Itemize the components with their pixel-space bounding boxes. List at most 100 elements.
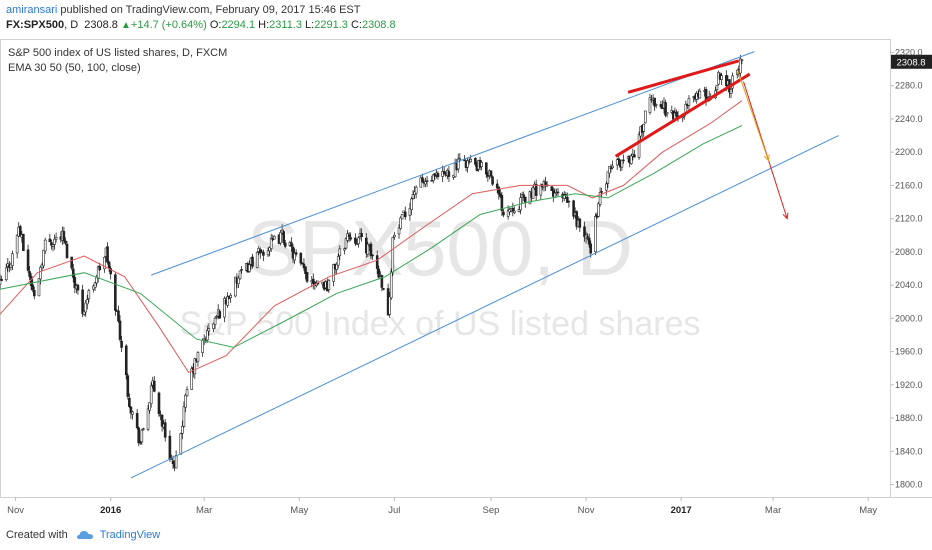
candle-body [181, 425, 184, 434]
candle-body [377, 268, 381, 278]
candle-body [566, 196, 569, 203]
y-tick-label: 2240.0 [895, 114, 923, 124]
candle-body [0, 278, 3, 281]
candle-body [148, 402, 151, 411]
candle-body [572, 200, 575, 217]
candle-body [343, 248, 346, 251]
candle-body [50, 242, 53, 246]
candle-body [42, 249, 45, 267]
candle-body [81, 289, 84, 314]
created-with: Created with [6, 529, 68, 541]
candle-body [218, 311, 222, 319]
candle-body [605, 183, 608, 191]
publish-text: published on TradingView.com, February 0… [60, 4, 361, 16]
arrow-orange-head [763, 154, 770, 162]
indicator-legend[interactable]: EMA 30 50 (50, 100, close) [8, 62, 141, 74]
candle-body [283, 242, 287, 247]
candle-body [720, 75, 723, 80]
candle-body [174, 455, 178, 469]
candle-body [196, 352, 200, 362]
candle-body [106, 246, 109, 263]
candle-body [335, 264, 338, 270]
candle-body [93, 282, 97, 288]
candle-body [311, 278, 315, 284]
candle-body [120, 340, 123, 348]
candle-body [338, 248, 342, 256]
arrow-orange[interactable] [736, 68, 769, 161]
y-tick-label: 1880.0 [895, 413, 923, 423]
ema-slow-line [0, 125, 743, 348]
candle-body [171, 460, 175, 464]
candle-body [39, 266, 42, 280]
time-axis[interactable]: Nov 2016 Mar May Jul Sep Nov 2017 Mar May [0, 497, 932, 516]
candle-body [355, 243, 359, 245]
candle-body [550, 186, 554, 191]
candle-body [223, 298, 226, 318]
candle-body [731, 75, 734, 89]
channel-lower-line[interactable] [130, 135, 839, 479]
candle-body [238, 270, 242, 280]
y-tick-label: 2120.0 [895, 214, 923, 224]
candle-body [157, 392, 161, 415]
x-tick-label: Nov [7, 505, 24, 516]
x-tick-label: Mar [196, 505, 212, 516]
candle-body [366, 243, 370, 255]
candle-body [629, 155, 633, 165]
candle-body [258, 249, 262, 254]
candle-body [262, 251, 265, 256]
candle-body [400, 214, 404, 220]
price-change: +14.7 (+0.64%) [130, 19, 207, 31]
watermark: SPX500, D S&P 500 Index of US listed sha… [179, 204, 700, 343]
candle-body [615, 159, 619, 166]
candle-body [513, 210, 516, 213]
wedge-upper-line[interactable] [627, 59, 740, 94]
arrow-red-head [782, 212, 789, 220]
candle-body [598, 192, 602, 205]
candle-body [380, 275, 384, 288]
candle-body [65, 243, 69, 259]
candle-body [153, 380, 156, 392]
candle-body [480, 162, 483, 167]
candle-body [648, 97, 652, 113]
candle-body [485, 162, 488, 175]
candle-body [4, 267, 8, 281]
candle-body [302, 263, 306, 269]
ema-lines [0, 100, 743, 374]
candle-body [414, 186, 418, 194]
candle-body [240, 269, 243, 271]
candle-body [622, 159, 625, 162]
candle-body [146, 408, 150, 430]
candle-body [633, 154, 636, 158]
candle-body [360, 233, 363, 238]
candle-body [290, 242, 293, 247]
candle-body [382, 288, 385, 290]
candle-body [643, 110, 647, 124]
channel-upper-line[interactable] [151, 51, 755, 276]
watermark-description: S&P 500 Index of US listed shares [179, 305, 700, 343]
high-label: H: [258, 19, 270, 31]
x-tick-label: 2017 [671, 505, 692, 516]
symbol[interactable]: FX:SPX500 [6, 19, 65, 31]
candle-body [85, 299, 89, 305]
close-label: C: [350, 19, 362, 31]
wedge-lower-line[interactable] [614, 72, 751, 158]
candle-body [0, 279, 2, 285]
candle-body [740, 59, 744, 61]
candle-body [606, 171, 610, 184]
candle-body [193, 358, 197, 375]
tradingview-link[interactable]: TradingView [99, 529, 161, 541]
low-label: L: [305, 19, 315, 31]
candle-body [534, 183, 538, 196]
candle-body [430, 180, 434, 182]
candle-body [393, 234, 396, 238]
candle-body [129, 406, 133, 414]
candle-body [73, 277, 77, 288]
price-axis[interactable]: 1800.0 1840.0 1880.0 1920.0 1960.0 2000.0 2040… [890, 39, 923, 498]
ticker-bar: FX:SPX500, D 2308.8 ▲+14.7 (+0.64%) O:22… [6, 19, 396, 31]
candle-body [583, 226, 586, 237]
candle-body [675, 111, 678, 117]
candle-body [344, 238, 348, 249]
author-link[interactable]: amiransari [6, 4, 58, 16]
candle-body [620, 159, 624, 168]
